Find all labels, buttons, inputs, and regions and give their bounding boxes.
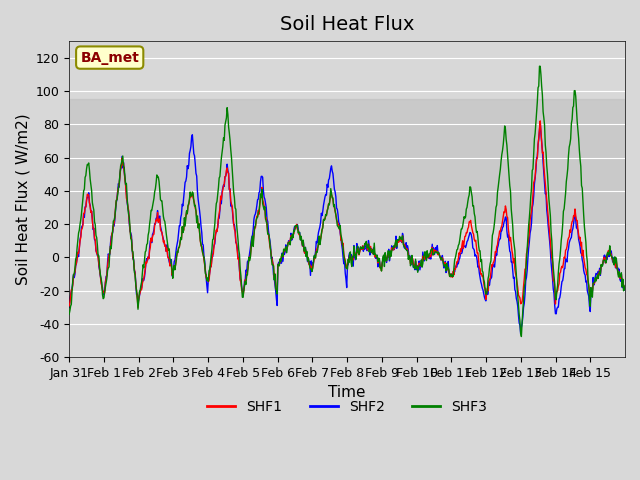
- X-axis label: Time: Time: [328, 385, 366, 400]
- Text: BA_met: BA_met: [80, 50, 139, 65]
- SHF2: [131, 267, 138, 273]
- SHF2: [517, 331, 525, 336]
- Legend: SHF1, SHF2, SHF3: SHF1, SHF2, SHF3: [202, 395, 493, 420]
- Line: SHF3: SHF3: [69, 66, 625, 336]
- SHF3: [260, 207, 268, 213]
- SHF3: [621, 283, 629, 288]
- SHF1: [65, 303, 73, 309]
- SHF2: [536, 119, 544, 125]
- SHF1: [234, 249, 241, 254]
- SHF3: [404, 256, 412, 262]
- SHF1: [621, 283, 629, 289]
- SHF3: [518, 334, 525, 339]
- SHF1: [405, 253, 413, 259]
- Bar: [69, 99, 625, 224]
- SHF1: [282, 245, 290, 251]
- SHF1: [261, 204, 269, 210]
- SHF3: [281, 247, 289, 253]
- SHF2: [436, 253, 444, 259]
- SHF2: [233, 240, 241, 246]
- SHF1: [436, 254, 444, 260]
- SHF3: [131, 269, 138, 275]
- Y-axis label: Soil Heat Flux ( W/m2): Soil Heat Flux ( W/m2): [15, 113, 30, 285]
- SHF1: [536, 118, 544, 124]
- SHF3: [436, 252, 444, 258]
- SHF3: [536, 63, 543, 69]
- SHF2: [260, 194, 268, 200]
- SHF1: [131, 266, 138, 272]
- SHF3: [233, 221, 241, 227]
- SHF2: [65, 305, 73, 311]
- Title: Soil Heat Flux: Soil Heat Flux: [280, 15, 414, 34]
- SHF1: [134, 305, 142, 311]
- SHF3: [65, 312, 73, 317]
- SHF2: [621, 287, 629, 293]
- SHF2: [281, 249, 289, 255]
- Line: SHF2: SHF2: [69, 122, 625, 334]
- Line: SHF1: SHF1: [69, 121, 625, 308]
- SHF2: [404, 248, 412, 253]
